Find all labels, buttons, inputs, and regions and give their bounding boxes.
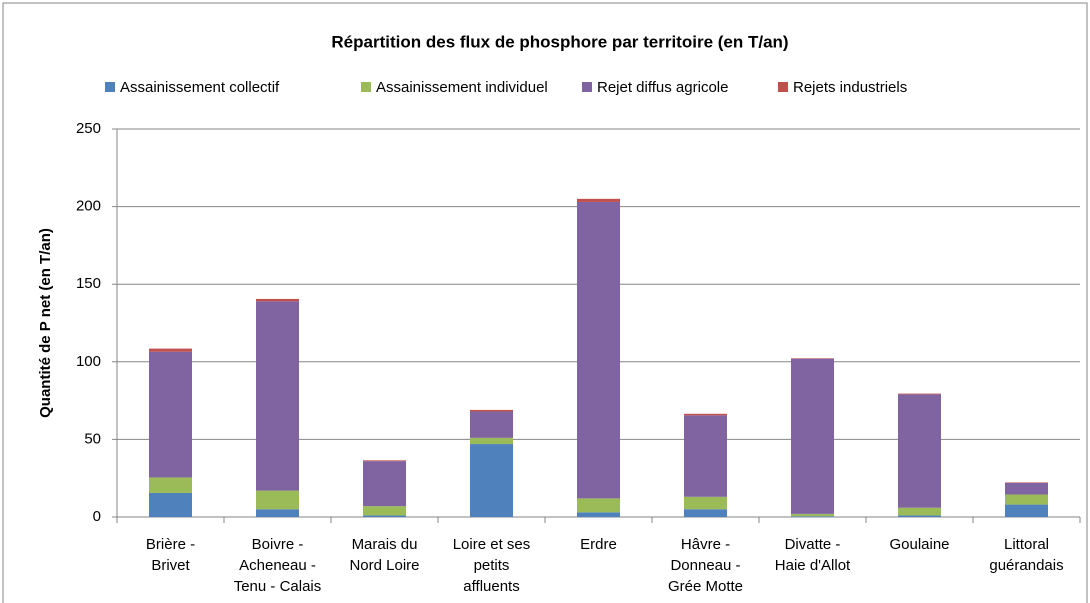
bar-segment xyxy=(791,358,834,514)
bar-segment xyxy=(363,460,406,462)
legend-label: Rejet diffus agricole xyxy=(597,79,728,96)
legend-label: Assainissement collectif xyxy=(120,79,280,96)
bar-segment xyxy=(1005,504,1048,517)
legend-swatch xyxy=(105,82,115,92)
bar-segment xyxy=(577,201,620,499)
x-tick-label: Goulaine xyxy=(889,536,949,553)
bar-segment xyxy=(470,437,513,445)
y-tick-label: 150 xyxy=(76,275,101,292)
bar-segment xyxy=(149,477,192,493)
x-tick-label: Marais du Nord Loire xyxy=(349,536,419,574)
bar-segment xyxy=(898,507,941,516)
bar-segment xyxy=(363,461,406,507)
y-axis-label: Quantité de P net (en T/an) xyxy=(37,228,54,418)
bar-segment xyxy=(577,198,620,202)
bar-segment xyxy=(256,509,299,517)
bar-segment xyxy=(898,393,941,395)
bar-segment xyxy=(791,516,834,517)
x-tick-label: Littoral guérandais xyxy=(989,536,1063,574)
bar-segment xyxy=(577,512,620,517)
y-tick-label: 250 xyxy=(76,120,101,137)
bar-segment xyxy=(363,506,406,516)
x-tick-label: Brière -Brivet xyxy=(146,536,195,574)
x-tick-label: Boivre -Acheneau -Tenu - Calais xyxy=(234,536,322,595)
y-tick-label: 200 xyxy=(76,198,101,215)
bar-segment xyxy=(149,348,192,352)
bar-segment xyxy=(684,415,727,497)
legend-label: Rejets industriels xyxy=(793,79,907,96)
bar-segment xyxy=(577,498,620,513)
bar-segment xyxy=(898,394,941,508)
chart-title: Répartition des flux de phosphore par te… xyxy=(331,32,788,51)
legend-swatch xyxy=(361,82,371,92)
bar-segment xyxy=(791,513,834,517)
y-tick-label: 100 xyxy=(76,353,101,370)
bar-segment xyxy=(1005,494,1048,505)
bar-segment xyxy=(1005,482,1048,495)
bar-segment xyxy=(684,413,727,416)
x-tick-label: Loire et ses petits affluents xyxy=(453,536,531,595)
x-tick-label: Erdre xyxy=(580,536,617,553)
bar-segment xyxy=(684,509,727,517)
y-tick-label: 50 xyxy=(84,430,101,447)
x-tick-label: Hâvre -Donneau -Grée Motte xyxy=(668,536,743,595)
bar-segment xyxy=(898,515,941,517)
legend-label: Assainissement individuel xyxy=(376,79,548,96)
bar-segment xyxy=(363,515,406,517)
bar-segment xyxy=(149,492,192,517)
bar-segment xyxy=(149,351,192,478)
y-tick-label: 0 xyxy=(93,508,101,525)
bar-segment xyxy=(684,496,727,510)
legend-swatch xyxy=(778,82,788,92)
bar-segment xyxy=(470,411,513,438)
bar-segment xyxy=(470,444,513,517)
bar-segment xyxy=(256,301,299,491)
bar-segment xyxy=(470,409,513,412)
legend-swatch xyxy=(582,82,592,92)
x-tick-label: Divatte -Haie d'Allot xyxy=(775,536,851,574)
bar-segment xyxy=(256,298,299,302)
bar-segment xyxy=(256,490,299,510)
